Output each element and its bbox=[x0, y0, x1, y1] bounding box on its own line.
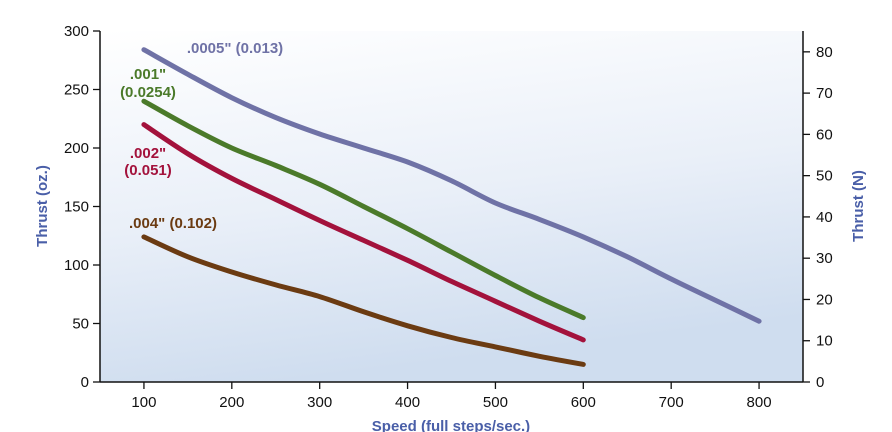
y-tick-label-right: 60 bbox=[816, 126, 833, 143]
y-tick-label-right: 70 bbox=[816, 85, 833, 102]
x-tick-label: 800 bbox=[747, 394, 772, 411]
y-tick-label-left: 300 bbox=[64, 23, 89, 40]
y-tick-label-right: 50 bbox=[816, 168, 833, 185]
x-axis-title: Speed (full steps/sec.) bbox=[372, 418, 530, 432]
series-label-0: .0005" (0.013) bbox=[187, 40, 283, 57]
y-tick-label-right: 0 bbox=[816, 374, 824, 391]
series-label-2: .002" bbox=[130, 145, 166, 162]
y-tick-label-left: 100 bbox=[64, 257, 89, 274]
y-tick-label-left: 150 bbox=[64, 199, 89, 216]
series-line-2 bbox=[141, 122, 586, 343]
y-tick-label-left: 0 bbox=[81, 374, 89, 391]
series-line-0 bbox=[141, 47, 762, 324]
y-tick-label-left: 250 bbox=[64, 82, 89, 99]
y-tick-label-right: 10 bbox=[816, 333, 833, 350]
axes: 0 50 100 150 200 250 300 0 10 20 30 40 50 60 70 80 100 20… bbox=[64, 23, 833, 411]
x-tick-label: 500 bbox=[483, 394, 508, 411]
y-tick-label-right: 20 bbox=[816, 291, 833, 308]
series-line-1 bbox=[141, 98, 586, 321]
y-tick-label-right: 80 bbox=[816, 44, 833, 61]
y-tick-label-right: 30 bbox=[816, 250, 833, 267]
series-label-1: .001" bbox=[130, 66, 166, 83]
y-axis-title-right: Thrust (N) bbox=[850, 170, 867, 242]
y-tick-label-left: 200 bbox=[64, 140, 89, 157]
y-axis-title-left: Thrust (oz.) bbox=[34, 165, 51, 247]
x-tick-label: 700 bbox=[659, 394, 684, 411]
x-tick-label: 400 bbox=[395, 394, 420, 411]
series-label-2: (0.051) bbox=[124, 162, 172, 179]
x-tick-label: 300 bbox=[307, 394, 332, 411]
x-tick-label: 200 bbox=[219, 394, 244, 411]
x-tick-label: 600 bbox=[571, 394, 596, 411]
series-layer bbox=[141, 47, 762, 367]
series-label-1: (0.0254) bbox=[120, 84, 176, 101]
series-line-3 bbox=[141, 234, 586, 367]
labels-layer: .0005" (0.013) .001"(0.0254) .002"(0.051).… bbox=[120, 40, 283, 232]
y-tick-label-right: 40 bbox=[816, 209, 833, 226]
x-tick-label: 100 bbox=[131, 394, 156, 411]
y-tick-label-left: 50 bbox=[72, 316, 89, 333]
series-label-3: .004" (0.102) bbox=[129, 215, 217, 232]
